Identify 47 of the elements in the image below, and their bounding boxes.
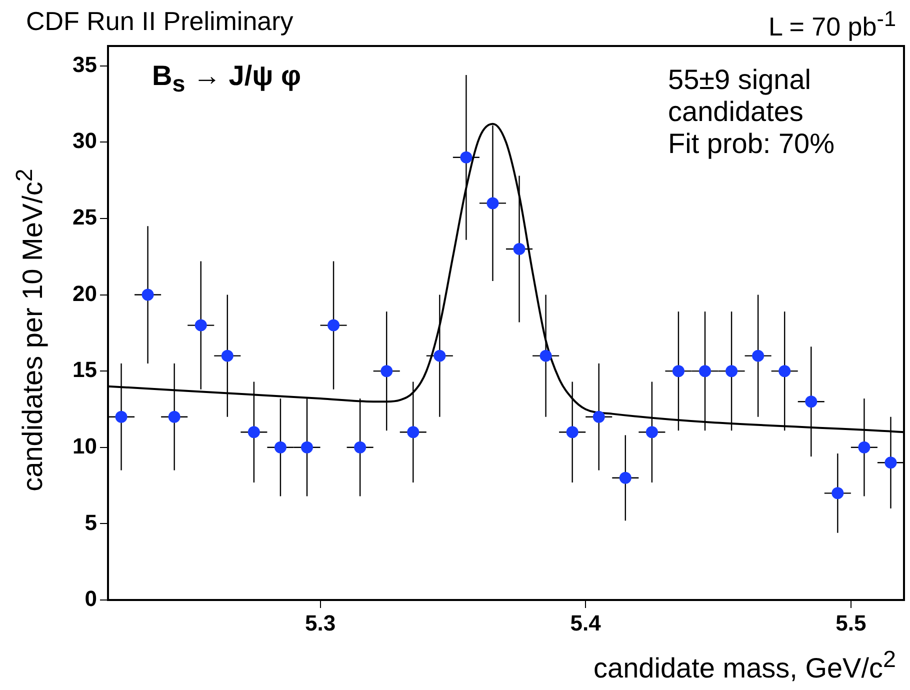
point [142, 288, 154, 301]
x-tick-label: 5.4 [570, 610, 602, 636]
point [407, 426, 420, 438]
point [752, 350, 764, 362]
point [486, 197, 499, 210]
point [884, 456, 897, 469]
y-tick-label: 35 [72, 52, 97, 77]
point [168, 410, 180, 423]
point [726, 365, 738, 378]
x-tick-label: 5.3 [304, 610, 336, 636]
point [592, 410, 605, 423]
y-tick-label: 20 [72, 280, 97, 306]
y-tick-label: 10 [72, 433, 97, 458]
point [301, 441, 313, 454]
point [380, 365, 393, 378]
point [248, 426, 260, 438]
point [832, 487, 844, 500]
x-tick-label: 5.5 [836, 610, 866, 636]
point [699, 365, 711, 378]
point [619, 472, 632, 484]
point [672, 365, 684, 378]
point [274, 441, 286, 454]
x-axis-title: candidate mass, GeV/c$^{2}$ [594, 646, 896, 684]
annotation: 55±9 signal candidates [668, 64, 812, 128]
y-tick-label: 15 [72, 357, 97, 382]
chart-title: CDF Run II Preliminary [26, 6, 294, 37]
point [540, 350, 552, 362]
point [646, 426, 658, 438]
y-tick-label: 25 [72, 204, 97, 230]
point [434, 350, 446, 362]
point [778, 365, 791, 378]
point [566, 426, 578, 438]
y-tick-label: 0 [84, 586, 97, 612]
annotation: Fit prob: 70% [668, 128, 835, 160]
point [858, 441, 870, 454]
point [194, 319, 207, 332]
point [221, 350, 234, 362]
point [460, 151, 472, 164]
point [513, 242, 526, 255]
point [354, 441, 366, 454]
point [328, 319, 340, 332]
y-tick-label: 5 [84, 510, 97, 535]
y-tick-label: 30 [72, 128, 97, 154]
chart-subtitle: L = 70 pb$^{-1}$ [768, 6, 896, 43]
annotation: B$_{s}$ → J/ψ φ [152, 60, 302, 98]
point [805, 396, 818, 408]
point [115, 410, 128, 423]
